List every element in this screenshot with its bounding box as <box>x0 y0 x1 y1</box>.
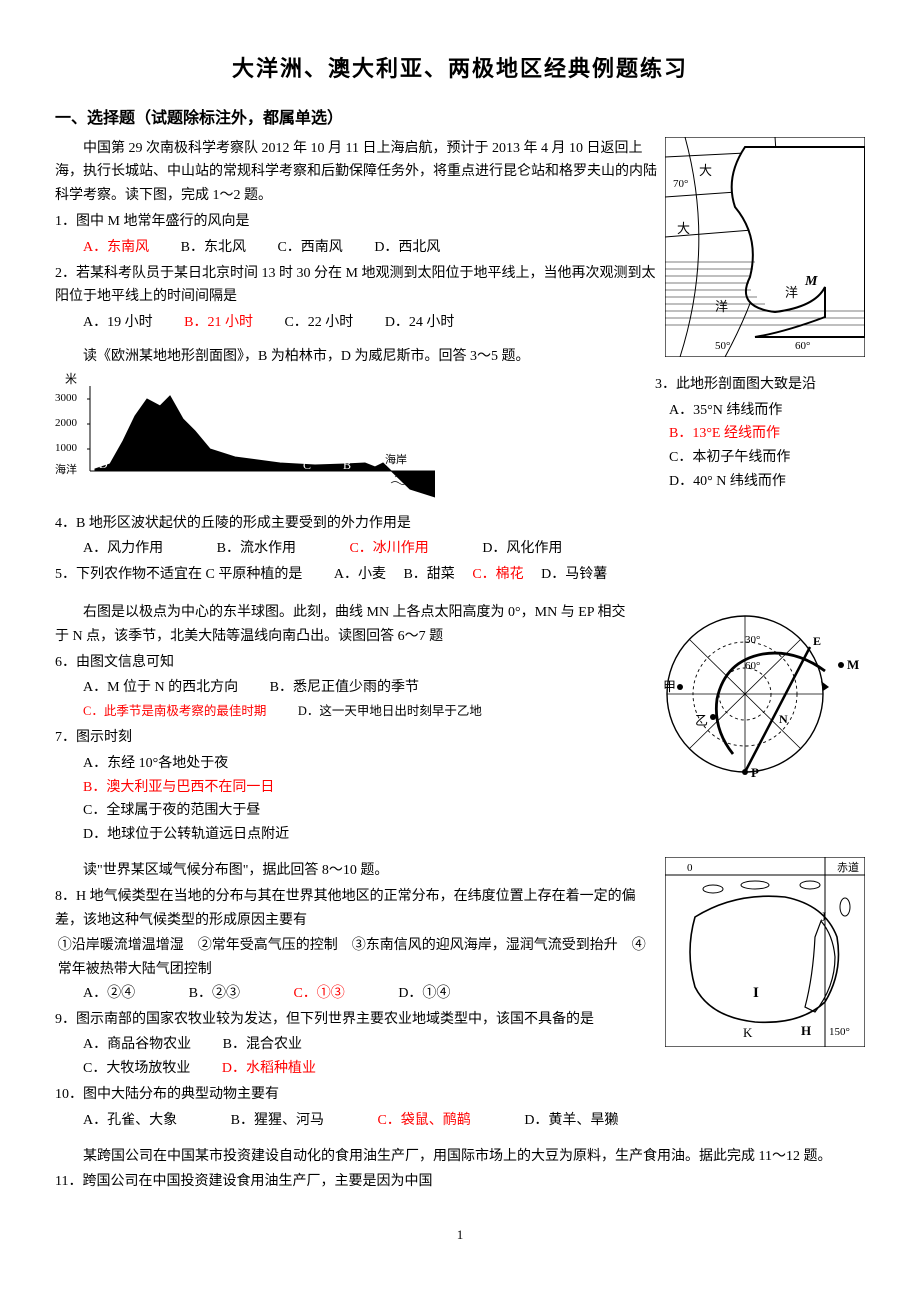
profile-D: D <box>99 457 108 471</box>
q10-options: A．孔雀、大象 B．猩猩、河马 C．袋鼠、鸸鹋 D．黄羊、旱獭 <box>83 1109 865 1133</box>
profile-C: C <box>303 458 311 472</box>
q10-opt-b: B．猩猩、河马 <box>231 1109 324 1133</box>
q4-opt-a: A．风力作用 <box>83 537 163 561</box>
q1-opt-d: D．西北风 <box>374 236 440 260</box>
q3-opt-d: D．40° N 纬线而作 <box>669 470 865 494</box>
q5-opt-c: C．棉花 <box>472 567 523 582</box>
q8-opt-d: D．①④ <box>398 982 450 1006</box>
q4-opt-c: C．冰川作用 <box>349 537 428 561</box>
question-11: 11．跨国公司在中国投资建设食用油生产厂，主要是因为中国 <box>55 1170 865 1194</box>
polar-30: 30° <box>745 634 760 646</box>
q2-opt-b: B．21 小时 <box>184 311 253 335</box>
polar-M: M <box>847 657 859 672</box>
q2-opt-a: A．19 小时 <box>83 311 153 335</box>
q9-opt-c: C．大牧场放牧业 <box>83 1057 190 1081</box>
q2-opt-c: C．22 小时 <box>284 311 353 335</box>
intro-11-12: 某跨国公司在中国某市投资建设自动化的食用油生产厂，用国际市场上的大豆为原料，生产… <box>55 1145 865 1169</box>
q5-opt-a: A．小麦 <box>334 567 386 582</box>
aus-H: H <box>801 1023 811 1038</box>
q5-opt-b: B．甜菜 <box>403 567 454 582</box>
question-10: 10．图中大陆分布的典型动物主要有 <box>55 1083 865 1107</box>
polar-60: 60° <box>745 660 760 672</box>
polar-N: N <box>779 712 788 726</box>
q8-opt-c: C．①③ <box>293 982 344 1006</box>
q7-opt-c: C．全球属于夜的范围大于昼 <box>83 799 865 823</box>
map1-sea2: 洋 <box>715 299 728 314</box>
question-5: 5．下列农作物不适宜在 C 平原种植的是 A．小麦 B．甜菜 C．棉花 D．马铃… <box>55 563 865 587</box>
profile-coast: 海岸 <box>385 452 407 466</box>
q1-opt-b: B．东北风 <box>181 236 246 260</box>
aus-K: K <box>743 1025 753 1040</box>
q4-opt-d: D．风化作用 <box>482 537 562 561</box>
q9-opt-d: D．水稻种植业 <box>222 1057 316 1081</box>
q5-opt-d: D．马铃薯 <box>541 567 607 582</box>
aus-I: I <box>753 985 759 1001</box>
q8-opt-b: B．②③ <box>189 982 240 1006</box>
question-3: 3．此地形剖面图大致是沿 <box>655 373 865 397</box>
question-4: 4．B 地形区波状起伏的丘陵的形成主要受到的外力作用是 <box>55 512 865 536</box>
profile-y1: 1000 <box>55 442 78 454</box>
map1-big2: 大 <box>677 221 690 236</box>
polar-jia: 甲 <box>663 679 676 694</box>
q3-opt-c: C．本初子午线而作 <box>669 446 865 470</box>
q9-opt-a: A．商品谷物农业 <box>83 1033 191 1057</box>
q4-options: A．风力作用 B．流水作用 C．冰川作用 D．风化作用 <box>83 537 865 561</box>
aus-equator: 赤道 <box>837 860 859 874</box>
polar-P: P <box>751 765 759 779</box>
map1-lon60: 60° <box>795 340 810 352</box>
q9-options-row2: C．大牧场放牧业 D．水稻种植业 <box>83 1057 865 1081</box>
profile-y3: 3000 <box>55 392 78 404</box>
q10-opt-d: D．黄羊、旱獭 <box>524 1109 618 1133</box>
aus-J: J <box>821 909 826 924</box>
q9-opt-b: B．混合农业 <box>223 1033 302 1057</box>
q2-opt-d: D．24 小时 <box>385 311 455 335</box>
q4-opt-b: B．流水作用 <box>217 537 296 561</box>
polar-yi: 乙 <box>695 713 708 728</box>
europe-profile-chart: 米 3000 2000 1000 海洋 D C B 海岸 <box>55 371 435 501</box>
profile-sea: 海洋 <box>55 462 77 476</box>
lon70: 70° <box>673 178 688 190</box>
map1-sea: 洋 <box>785 285 798 300</box>
profile-y-label: 米 <box>65 372 77 386</box>
q6-opt-a: A．M 位于 N 的西北方向 <box>83 676 238 700</box>
q3-opt-b: B．13°E 经线而作 <box>669 422 865 446</box>
aus-150: 150° <box>829 1026 850 1038</box>
map1-lon50: 50° <box>715 340 730 352</box>
q1-opt-c: C．西南风 <box>277 236 342 260</box>
q3-opt-a: A．35°N 纬线而作 <box>669 399 865 423</box>
q6-opt-c: C．此季节是南极考察的最佳时期 <box>83 701 266 722</box>
australia-climate-map: 赤道 0 150° J I K H <box>665 857 865 1056</box>
profile-B: B <box>343 458 351 472</box>
q10-opt-a: A．孔雀、大象 <box>83 1109 177 1133</box>
section-heading: 一、选择题（试题除标注外，都属单选） <box>55 105 865 132</box>
q8-opt-a: A．②④ <box>83 982 135 1006</box>
page-title: 大洋洲、澳大利亚、两极地区经典例题练习 <box>55 50 865 87</box>
q7-opt-d: D．地球位于公转轨道远日点附近 <box>83 823 865 847</box>
profile-y2: 2000 <box>55 417 78 429</box>
map1-M: M <box>804 274 818 289</box>
polar-hemisphere-figure: M P 甲 乙 N E 30° 60° <box>645 599 865 788</box>
q10-opt-c: C．袋鼠、鸸鹋 <box>377 1109 470 1133</box>
polar-E: E <box>813 634 821 648</box>
q6-opt-d: D．这一天甲地日出时刻早于乙地 <box>298 701 482 722</box>
q6-opt-b: B．悉尼正值少雨的季节 <box>270 676 419 700</box>
page-number: 1 <box>55 1224 865 1246</box>
map-antarctic-region: 66.5° 60° 70° 70° 大 大 洋 洋 M 50° 60° <box>665 137 865 366</box>
q1-opt-a: A．东南风 <box>83 236 149 260</box>
aus-zero: 0 <box>687 862 693 874</box>
map1-big: 大 <box>699 163 712 178</box>
